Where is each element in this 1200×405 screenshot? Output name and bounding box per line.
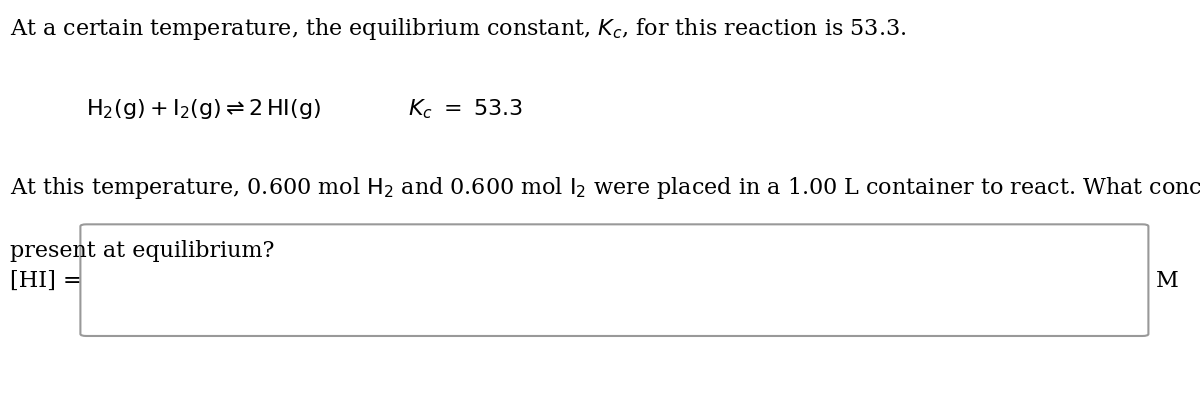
Text: [HI] =: [HI] = (10, 269, 82, 292)
Text: $K_c\ =\ 53.3$: $K_c\ =\ 53.3$ (408, 97, 523, 121)
Text: At this temperature, 0.600 mol $\mathrm{H_2}$ and 0.600 mol $\mathrm{I_2}$ were : At this temperature, 0.600 mol $\mathrm{… (10, 174, 1200, 200)
Text: At a certain temperature, the equilibrium constant, $K_c$, for this reaction is : At a certain temperature, the equilibriu… (10, 16, 906, 42)
Text: present at equilibrium?: present at equilibrium? (10, 239, 274, 261)
Text: M: M (1156, 269, 1178, 292)
FancyBboxPatch shape (80, 225, 1148, 336)
Text: $\mathrm{H_2(g) + I_2(g) \rightleftharpoons 2\,HI(g)}$: $\mathrm{H_2(g) + I_2(g) \rightleftharpo… (86, 97, 322, 121)
